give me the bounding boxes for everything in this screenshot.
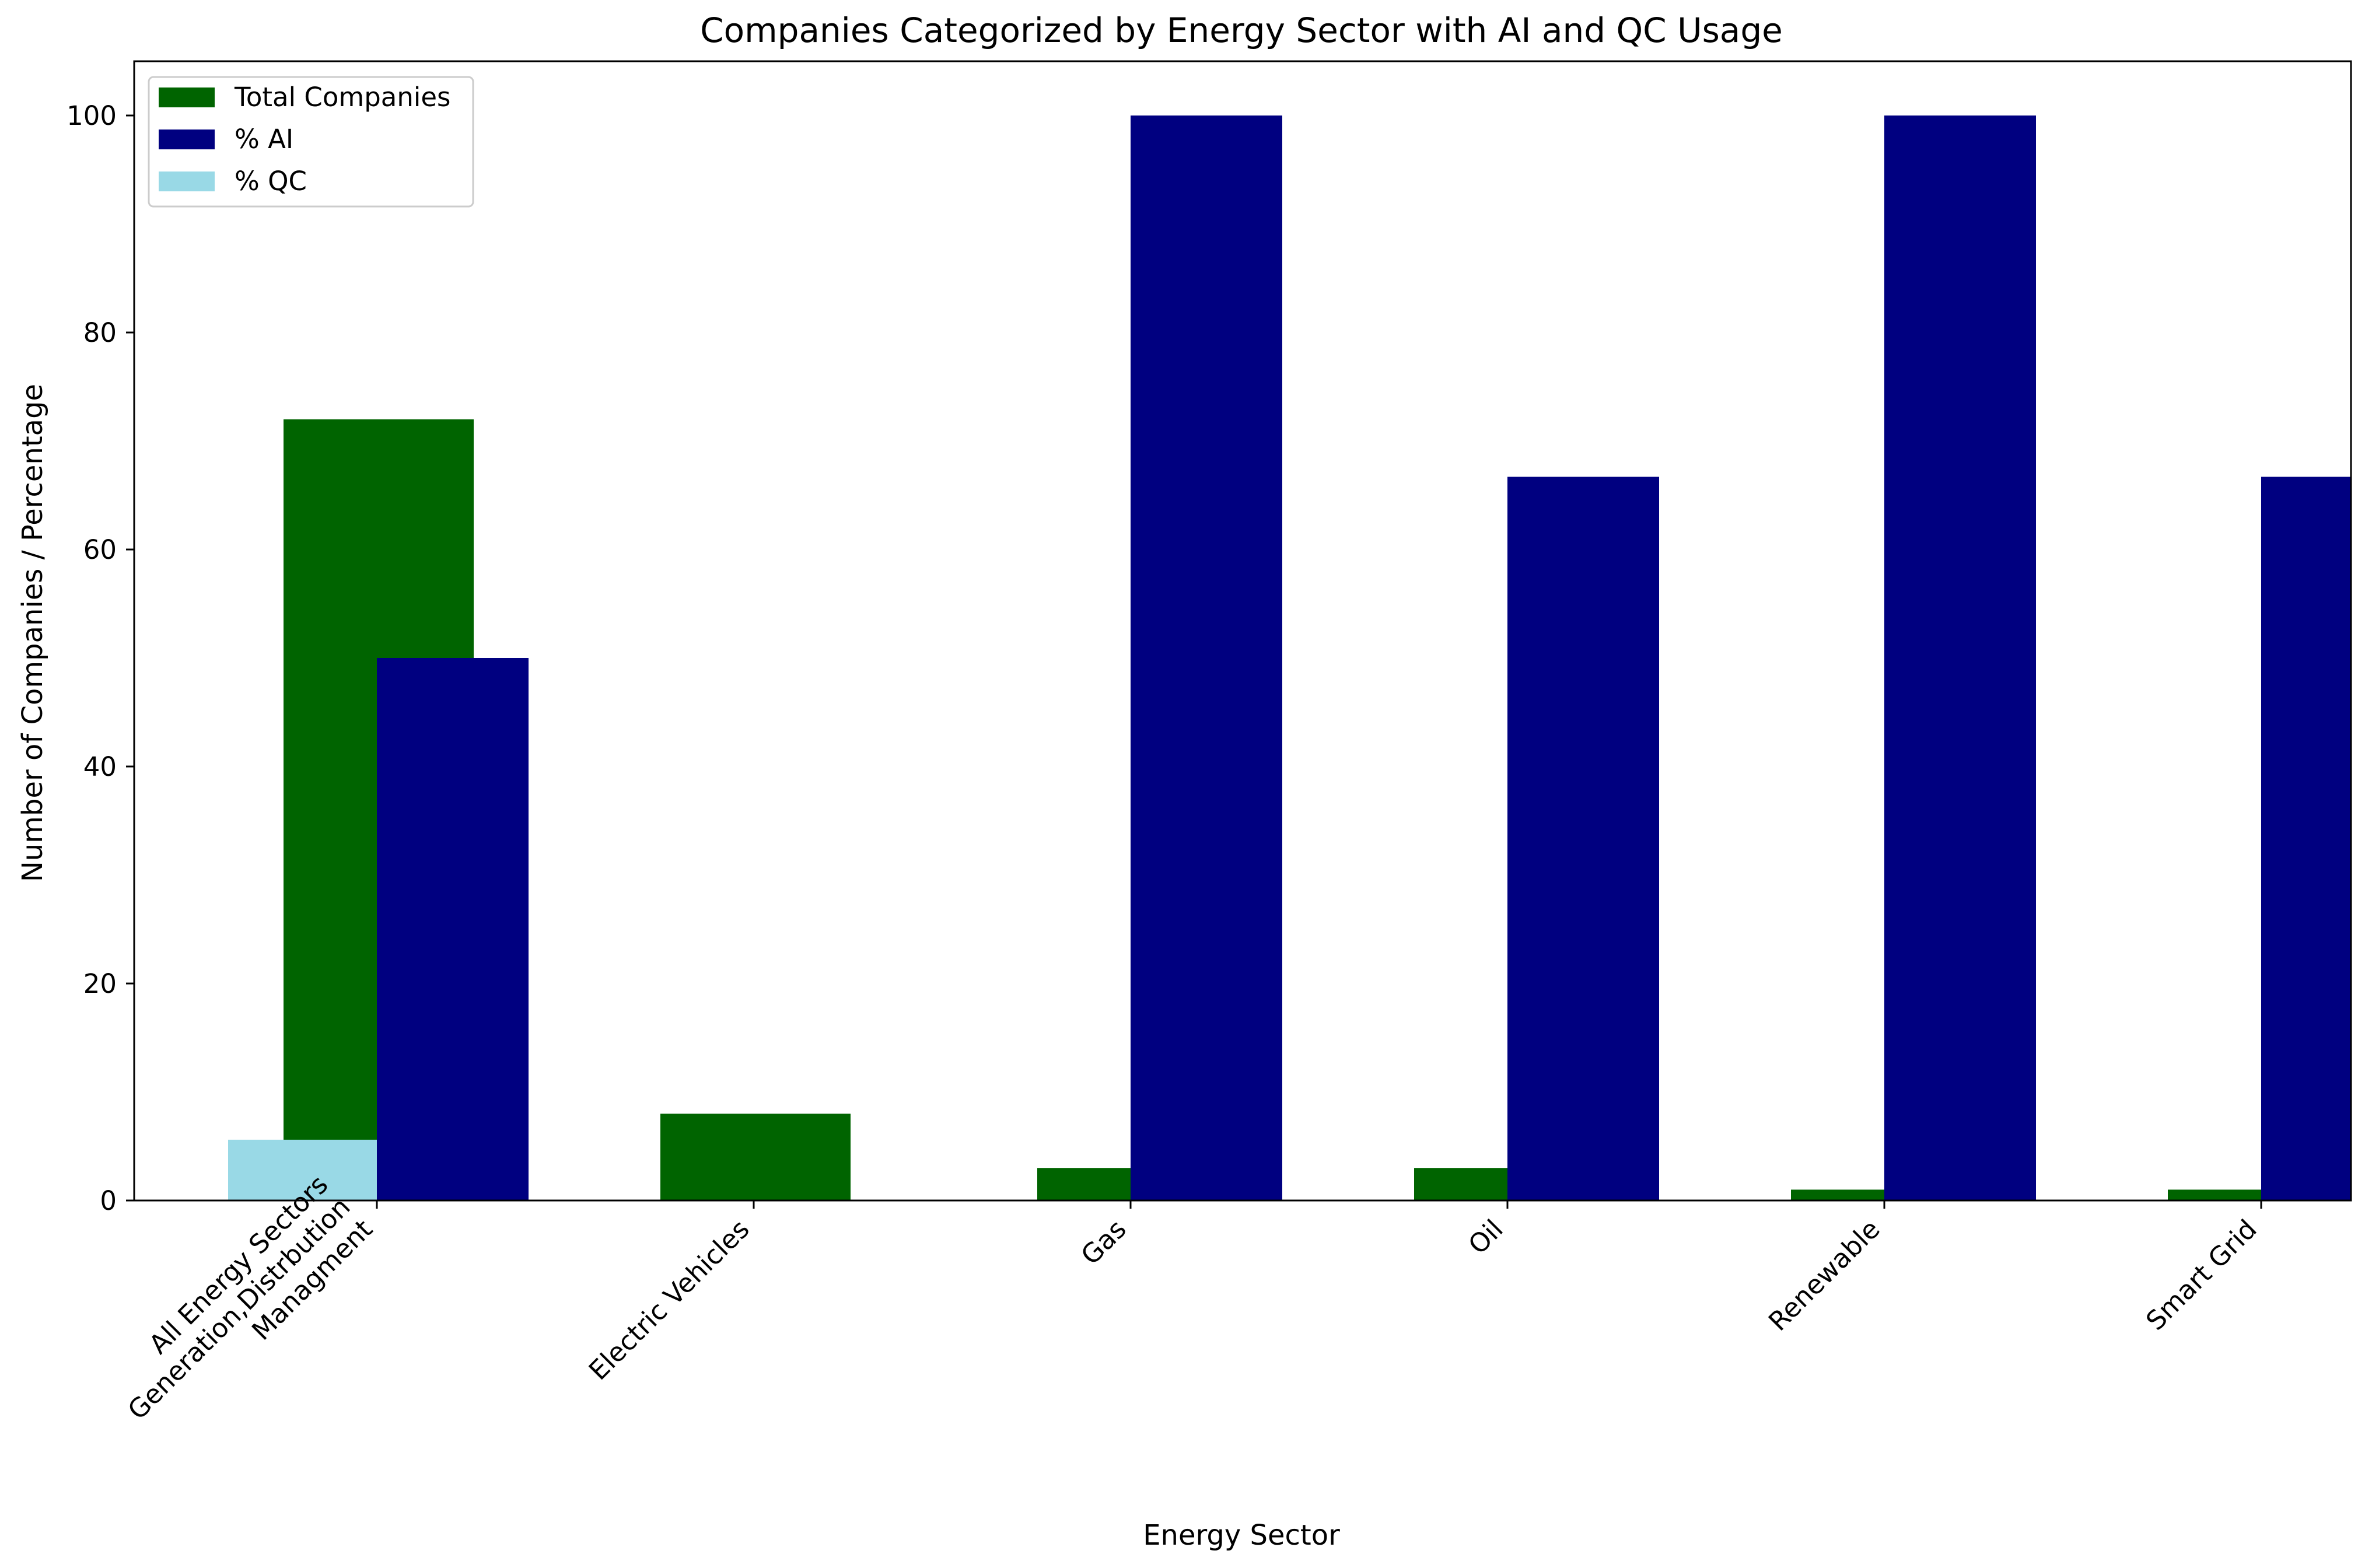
y-tick-label: 80	[83, 317, 117, 348]
chart-legend: Total Companies % AI % QC	[148, 76, 474, 208]
bars-layer	[228, 116, 2351, 1200]
x-tick-label-line: Generation,Distrbution	[122, 1191, 356, 1426]
legend-swatch	[159, 172, 215, 191]
bar-total-companies-4	[1791, 1189, 1884, 1200]
y-tick-label: 0	[100, 1185, 117, 1216]
x-tick-label: Renewable	[1762, 1213, 1886, 1337]
legend-box	[148, 76, 474, 208]
x-tick-label-line: Smart Grid	[2140, 1213, 2263, 1336]
y-tick-label: 20	[83, 968, 117, 999]
x-tick-label: Oil	[1463, 1213, 1509, 1260]
legend-label: % AI	[235, 124, 293, 155]
x-tick-label-line: Gas	[1075, 1213, 1132, 1270]
y-tick-label: 60	[83, 534, 117, 565]
x-tick-label: Smart Grid	[2140, 1213, 2263, 1336]
plot-frame	[133, 60, 2352, 1202]
x-tick-label-line: Electric Vehicles	[583, 1213, 755, 1386]
legend-label: % QC	[235, 166, 307, 197]
y-tick-label: 100	[67, 100, 117, 131]
bar-qc-0	[228, 1139, 377, 1200]
bar-ai-3	[1507, 477, 1659, 1200]
chart-title: Companies Categorized by Energy Sector w…	[700, 10, 1783, 50]
legend-swatch	[159, 88, 215, 107]
bar-ai-5	[2261, 477, 2351, 1200]
x-tick-label: Gas	[1075, 1213, 1132, 1270]
x-tick-label-line: Oil	[1463, 1213, 1509, 1260]
x-axis-label: Energy Sector	[1143, 1519, 1340, 1552]
bar-ai-4	[1884, 116, 2036, 1200]
bar-ai-2	[1131, 116, 1282, 1200]
x-tick-label: Electric Vehicles	[583, 1213, 755, 1386]
bar-ai-0	[377, 658, 529, 1200]
legend-swatch	[159, 130, 215, 149]
bar-total-companies-2	[1037, 1168, 1131, 1200]
bar-total-companies-1	[660, 1114, 851, 1200]
x-tick-label-line: Renewable	[1762, 1213, 1886, 1337]
bar-total-companies-5	[2168, 1189, 2261, 1200]
bar-total-companies-3	[1414, 1168, 1507, 1200]
legend-label: Total Companies	[234, 82, 450, 113]
x-tick-label: All Energy SectorsGeneration,Distrbution…	[122, 1169, 379, 1426]
y-axis-label: Number of Companies / Percentage	[16, 384, 49, 882]
y-tick-label: 40	[83, 751, 117, 782]
